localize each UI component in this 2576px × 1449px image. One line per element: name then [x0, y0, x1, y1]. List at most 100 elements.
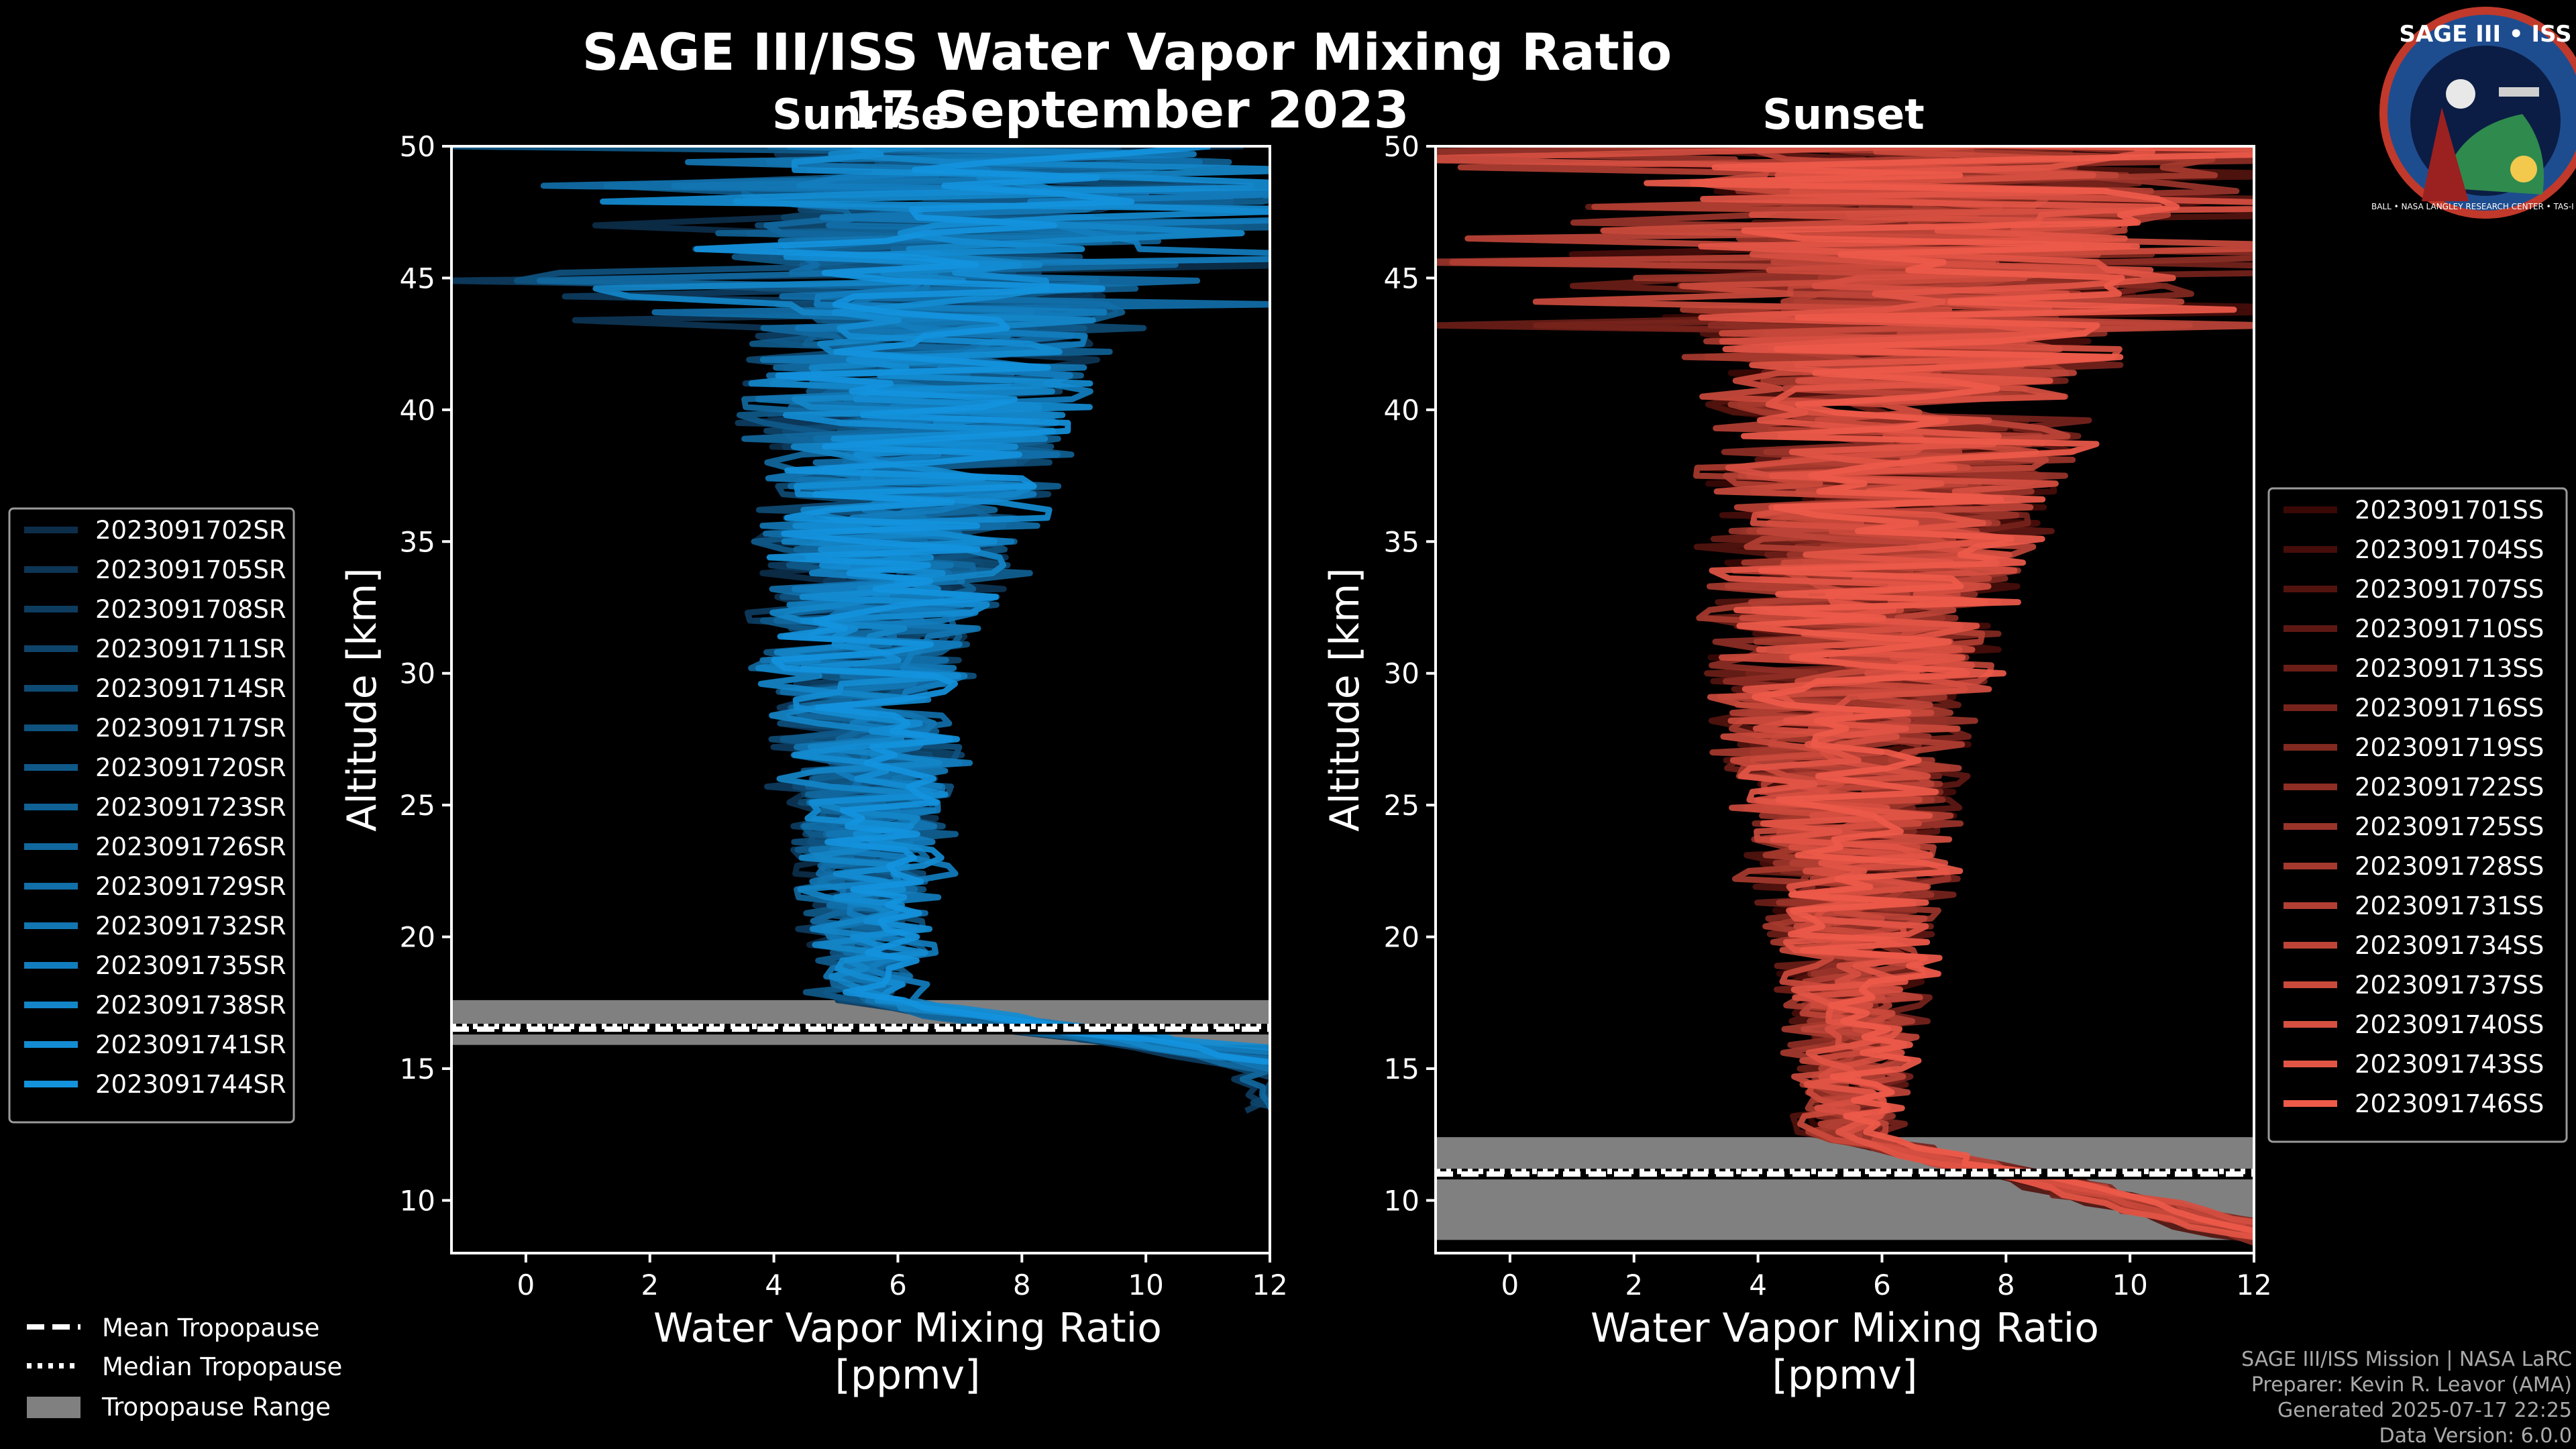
legend-label-2023091740SS: 2023091740SS [2355, 1010, 2544, 1039]
sunset-profiles [1436, 146, 2254, 1246]
y-tick-label: 50 [1384, 130, 1419, 163]
subtitle-sunset: Sunset [1762, 90, 1925, 139]
legend-label-2023091714SR: 2023091714SR [95, 674, 286, 703]
x-tick-label: 2 [641, 1269, 659, 1301]
y-tick-label: 40 [1384, 394, 1419, 427]
legend-label-2023091710SS: 2023091710SS [2355, 614, 2544, 643]
y-tick-label: 40 [400, 394, 435, 427]
y-tick-label: 10 [400, 1184, 435, 1217]
legend-label-2023091729SR: 2023091729SR [95, 872, 286, 901]
x-tick-label: 10 [1128, 1269, 1163, 1301]
legend-label-2023091713SS: 2023091713SS [2355, 654, 2544, 683]
x-tick-label: 4 [765, 1269, 783, 1301]
tropopause-range-layer [1436, 1137, 2254, 1240]
y-tick-label: 50 [400, 130, 435, 163]
x-axis-label: Water Vapor Mixing Ratio [653, 1305, 1162, 1352]
legend-label-2023091725SS: 2023091725SS [2355, 812, 2544, 841]
legend-label-2023091744SR: 2023091744SR [95, 1070, 286, 1099]
credit-generated: Generated 2025-07-17 22:25 [2277, 1399, 2572, 1422]
axis-ticks: 0 2 4 6 8 10 12 10 15 20 25 30 35 40 45 50 [400, 130, 1288, 1301]
sunset-legend: 2023091701SS 2023091704SS 2023091707SS 2023… [2267, 487, 2568, 1143]
y-axis-label: Altitude [km] [339, 568, 386, 832]
legend-label-2023091708SR: 2023091708SR [95, 595, 286, 624]
y-tick-label: 35 [400, 525, 435, 558]
x-tick-label: 6 [1873, 1269, 1891, 1301]
legend-label-2023091723SR: 2023091723SR [95, 793, 286, 822]
legend-label-2023091720SR: 2023091720SR [95, 753, 286, 782]
x-tick-label: 8 [1013, 1269, 1031, 1301]
legend-label-2023091719SS: 2023091719SS [2355, 733, 2544, 762]
sunrise-legend: 2023091702SR 2023091705SR 2023091708SR 2023… [8, 507, 295, 1124]
x-axis-unit: [ppmv] [835, 1352, 981, 1399]
legend-label-2023091704SS: 2023091704SS [2355, 535, 2544, 564]
x-tick-label: 0 [517, 1269, 535, 1301]
legend-label-2023091735SR: 2023091735SR [95, 951, 286, 980]
legend-label-2023091717SR: 2023091717SR [95, 714, 286, 743]
wizard-figure-icon [2422, 107, 2469, 201]
tropopause-legend: Mean Tropopause Median Tropopause Tropop… [27, 1313, 342, 1421]
legend-frame [2267, 487, 2568, 1143]
mean-tropopause-label: Mean Tropopause [102, 1313, 320, 1342]
y-tick-label: 15 [1384, 1053, 1419, 1085]
legend-label-2023091743SS: 2023091743SS [2355, 1050, 2544, 1079]
x-tick-label: 10 [2112, 1269, 2147, 1301]
legend-label-2023091738SR: 2023091738SR [95, 991, 286, 1020]
legend-label-2023091701SS: 2023091701SS [2355, 496, 2544, 525]
legend-frame [8, 507, 295, 1124]
y-tick-label: 20 [400, 921, 435, 954]
credit-version: Data Version: 6.0.0 [2379, 1424, 2572, 1448]
x-tick-label: 12 [1252, 1269, 1287, 1301]
y-tick-label: 25 [400, 789, 435, 822]
legend-label-2023091707SS: 2023091707SS [2355, 575, 2544, 604]
legend-label-2023091737SS: 2023091737SS [2355, 971, 2544, 1000]
legend-label-2023091746SS: 2023091746SS [2355, 1089, 2544, 1118]
sunrise-panel: 0 2 4 6 8 10 12 10 15 20 25 30 35 40 45 50 Water Vapor … [339, 130, 1288, 1399]
chart-title: SAGE III/ISS Water Vapor Mixing Ratio [582, 22, 1672, 82]
x-tick-label: 0 [1501, 1269, 1519, 1301]
logo-ring-text: BALL • NASA LANGLEY RESEARCH CENTER • TA… [2371, 202, 2576, 211]
y-tick-label: 45 [1384, 262, 1419, 294]
y-tick-label: 15 [400, 1053, 435, 1085]
y-tick-label: 45 [400, 262, 435, 294]
legend-label-2023091728SS: 2023091728SS [2355, 852, 2544, 881]
legend-label-2023091741SR: 2023091741SR [95, 1030, 286, 1059]
legend-label-2023091732SR: 2023091732SR [95, 912, 286, 941]
legend-label-2023091722SS: 2023091722SS [2355, 773, 2544, 802]
sage-mission-logo: SAGE III • ISS BALL • NASA LANGLEY RESEA… [2371, 7, 2576, 219]
plot-frame [1434, 145, 2255, 1254]
legend-label-2023091726SR: 2023091726SR [95, 833, 286, 861]
credit-preparer: Preparer: Kevin R. Leavor (AMA) [2251, 1373, 2572, 1397]
sunrise-profiles [451, 146, 1270, 1114]
profile-line-2023091744SR [694, 146, 1270, 1066]
legend-label-2023091716SS: 2023091716SS [2355, 694, 2544, 722]
sun-icon [2510, 156, 2537, 182]
credit-mission: SAGE III/ISS Mission | NASA LaRC [2241, 1348, 2572, 1371]
y-tick-label: 10 [1384, 1184, 1419, 1217]
x-tick-label: 4 [1749, 1269, 1767, 1301]
y-tick-label: 20 [1384, 921, 1419, 954]
tropopause-range-band [1436, 1137, 2254, 1240]
median-tropopause-label: Median Tropopause [102, 1352, 342, 1381]
moon-icon [2446, 79, 2475, 109]
y-tick-label: 25 [1384, 789, 1419, 822]
tropopause-lines [451, 1024, 1270, 1035]
x-axis-label: Water Vapor Mixing Ratio [1591, 1305, 2099, 1352]
tropopause-range-swatch [27, 1397, 80, 1418]
plot-frame [450, 145, 1271, 1254]
legend-label-2023091711SR: 2023091711SR [95, 635, 286, 663]
y-axis-label: Altitude [km] [1322, 568, 1368, 832]
profile-line-2023091738SR [592, 146, 1270, 1065]
subtitle-sunrise: Sunrise [772, 90, 949, 139]
profile-line-2023091746SS [1644, 146, 2254, 1234]
tropopause-lines [1436, 1169, 2254, 1180]
legend-label-2023091702SR: 2023091702SR [95, 516, 286, 545]
y-tick-label: 35 [1384, 525, 1419, 558]
x-tick-label: 12 [2236, 1269, 2271, 1301]
legend-label-2023091705SR: 2023091705SR [95, 555, 286, 584]
sunset-panel: 0 2 4 6 8 10 12 10 15 20 25 30 35 40 45 50 Water Vapor … [1322, 130, 2272, 1399]
y-tick-label: 30 [1384, 657, 1419, 690]
axis-ticks: 0 2 4 6 8 10 12 10 15 20 25 30 35 40 45 50 [1384, 130, 2272, 1301]
x-tick-label: 8 [1997, 1269, 2015, 1301]
profile-line-2023091741SR [600, 146, 1270, 1051]
